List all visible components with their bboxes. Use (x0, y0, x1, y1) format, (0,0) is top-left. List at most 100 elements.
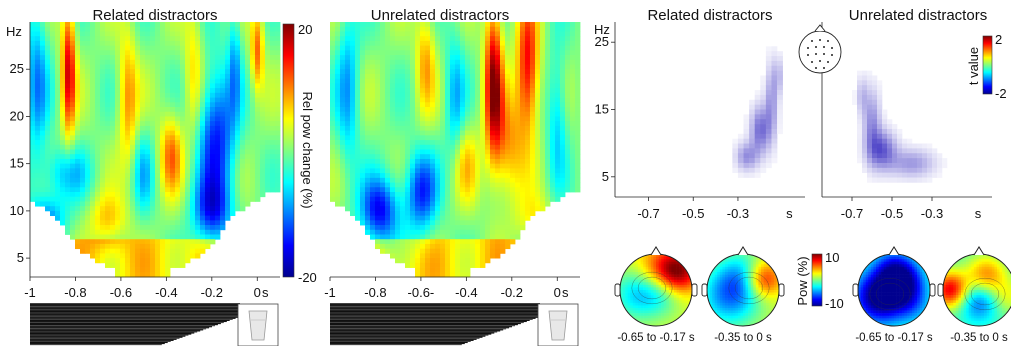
rt-trial-bar (330, 303, 540, 304)
heatmap-cell (380, 201, 385, 206)
heatmap-cell (145, 216, 150, 221)
heatmap-cell (150, 79, 155, 84)
heatmap-cell (480, 235, 485, 240)
heatmap-cell (370, 135, 375, 140)
rt-trial-bar (330, 342, 468, 343)
heatmap-cell (45, 121, 50, 126)
heatmap-cell (360, 83, 365, 88)
heatmap-cell (475, 140, 480, 145)
heatmap-cell (440, 140, 445, 145)
heatmap-cell (155, 220, 160, 225)
heatmap-cell (60, 88, 65, 93)
heatmap-cell (160, 220, 165, 225)
heatmap-cell (450, 107, 455, 112)
x-tick-label: -0.6 (110, 285, 132, 300)
heatmap-cell (75, 121, 80, 126)
heatmap-cell (510, 69, 515, 74)
heatmap-cell (265, 116, 270, 121)
tstat-cell (744, 168, 750, 173)
heatmap-cell (200, 93, 205, 98)
heatmap-cell (410, 88, 415, 93)
heatmap-cell (415, 159, 420, 164)
heatmap-cell (225, 22, 230, 27)
heatmap-cell (235, 93, 240, 98)
heatmap-cell (75, 31, 80, 36)
heatmap-cell (70, 225, 75, 230)
heatmap-cell (505, 121, 510, 126)
heatmap-cell (415, 230, 420, 235)
heatmap-cell (540, 79, 545, 84)
heatmap-cell (145, 36, 150, 41)
rt-trial-bar (330, 331, 497, 332)
heatmap-cell (550, 55, 555, 60)
tstat-cell (744, 144, 750, 149)
heatmap-cell (575, 102, 580, 107)
colorbar-scale (283, 24, 294, 277)
heatmap-cell (505, 145, 510, 150)
heatmap-cell (215, 201, 220, 206)
heatmap-cell (560, 131, 565, 136)
heatmap-cell (450, 93, 455, 98)
heatmap-cell (435, 216, 440, 221)
heatmap-cell (205, 41, 210, 46)
heatmap-cell (80, 50, 85, 55)
heatmap-cell (475, 235, 480, 240)
heatmap-cell (260, 83, 265, 88)
heatmap-cell (45, 79, 50, 84)
heatmap-cell (190, 173, 195, 178)
heatmap-cell (60, 131, 65, 136)
heatmap-cell (425, 145, 430, 150)
heatmap-cell (570, 98, 575, 103)
heatmap-cell (545, 150, 550, 155)
heatmap-cell (265, 112, 270, 117)
heatmap-cell (520, 93, 525, 98)
heatmap-cell (410, 216, 415, 221)
heatmap-cell (530, 164, 535, 169)
heatmap-cell (440, 187, 445, 192)
heatmap-cell (500, 65, 505, 70)
heatmap-cell (170, 211, 175, 216)
heatmap-cell (435, 154, 440, 159)
heatmap-cell (455, 36, 460, 41)
heatmap-cell (90, 46, 95, 51)
heatmap-cell (110, 36, 115, 41)
heatmap-cell (375, 239, 380, 244)
heatmap-cell (130, 206, 135, 211)
heatmap-cell (420, 201, 425, 206)
heatmap-cell (490, 41, 495, 46)
heatmap-cell (355, 98, 360, 103)
heatmap-cell (80, 88, 85, 93)
heatmap-cell (430, 102, 435, 107)
heatmap-cell (400, 74, 405, 79)
heatmap-cell (435, 225, 440, 230)
heatmap-cell (185, 192, 190, 197)
heatmap-cell (220, 211, 225, 216)
heatmap-cell (225, 102, 230, 107)
heatmap-cell (40, 102, 45, 107)
tstat-cell (857, 139, 862, 144)
heatmap-cell (395, 249, 400, 254)
heatmap-cell (515, 98, 520, 103)
heatmap-cell (135, 197, 140, 202)
heatmap-cell (95, 93, 100, 98)
tstat-cell (771, 129, 777, 134)
heatmap-cell (90, 187, 95, 192)
heatmap-cell (255, 131, 260, 136)
heatmap-cell (485, 244, 490, 249)
heatmap-cell (330, 154, 335, 159)
tstat-cell (760, 105, 766, 110)
heatmap-cell (215, 135, 220, 140)
heatmap-cell (120, 98, 125, 103)
heatmap-cell (530, 31, 535, 36)
heatmap-cell (400, 131, 405, 136)
heatmap-cell (120, 79, 125, 84)
heatmap-cell (90, 116, 95, 121)
heatmap-cell (240, 22, 245, 27)
tstat-cell (857, 114, 862, 119)
heatmap-cell (485, 50, 490, 55)
heatmap-cell (35, 164, 40, 169)
heatmap-cell (215, 220, 220, 225)
heatmap-cell (500, 93, 505, 98)
heatmap-cell (570, 168, 575, 173)
heatmap-cell (140, 79, 145, 84)
